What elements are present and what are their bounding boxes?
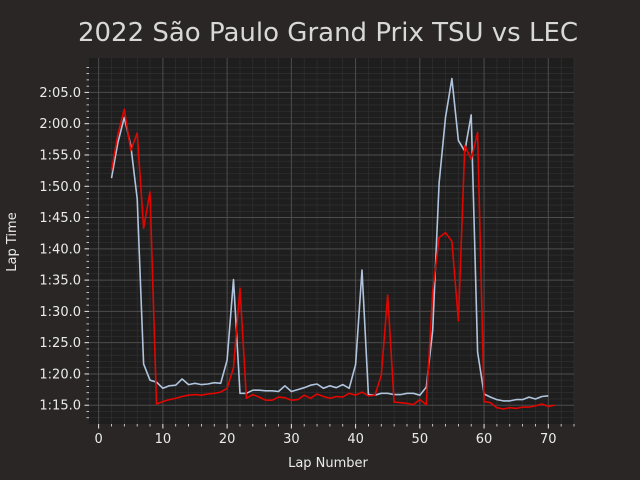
y-tick-label: 1:35.0 [39,274,81,289]
minor-grid [89,58,575,424]
x-tick-label: 60 [476,432,493,447]
x-tick-label: 50 [412,432,429,447]
chart-title: 2022 São Paulo Grand Prix TSU vs LEC [78,18,578,48]
y-tick-label: 1:50.0 [39,180,81,195]
y-tick-label: 2:00.0 [39,117,81,132]
series-lines [110,77,555,410]
y-tick-label: 1:45.0 [39,211,81,226]
x-tick-label: 40 [347,432,364,447]
plot-area [89,58,574,424]
y-tick-label: 1:15.0 [39,399,81,414]
x-tick-label: 0 [94,432,102,447]
y-tick-label: 1:40.0 [39,242,81,257]
y-tick-label: 1:25.0 [39,336,81,351]
series-line-1 [110,77,549,402]
x-tick-label: 10 [155,432,172,447]
x-tick-label: 20 [219,432,236,447]
y-axis-label: Lap Time [5,212,20,271]
y-tick-label: 1:55.0 [39,148,81,163]
series-line-2 [110,108,555,410]
y-tick-label: 1:30.0 [39,305,81,320]
major-grid [89,58,574,424]
y-tick-label: 1:20.0 [39,367,81,382]
y-tick-label: 2:05.0 [39,86,81,101]
x-tick-label: 70 [540,432,557,447]
x-axis-label: Lap Number [288,456,368,471]
x-tick-label: 30 [283,432,300,447]
axis-ticks: 0 10 20 30 40 50 60 70 1:15.0 1:20.0 1:25.0 1:30.0 1… [39,66,575,447]
